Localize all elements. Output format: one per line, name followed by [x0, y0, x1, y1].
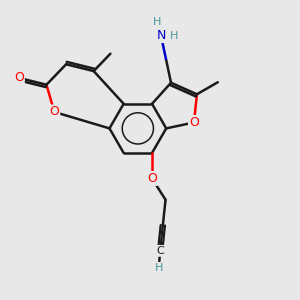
Text: C: C: [156, 246, 164, 256]
Text: O: O: [189, 116, 199, 129]
Text: O: O: [50, 106, 59, 118]
Text: H: H: [154, 263, 163, 273]
Text: O: O: [14, 71, 24, 84]
Text: N: N: [156, 29, 166, 42]
Text: O: O: [147, 172, 157, 185]
Text: H: H: [170, 31, 179, 40]
Text: H: H: [153, 17, 161, 27]
